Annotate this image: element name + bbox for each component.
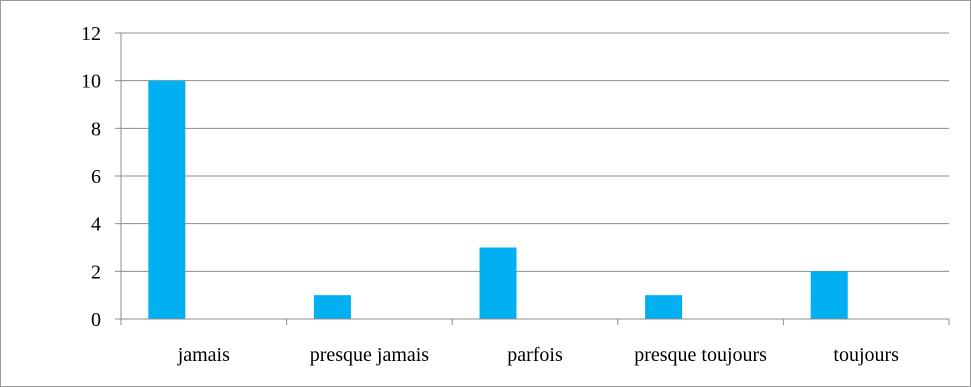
x-tick-label: toujours bbox=[833, 344, 899, 366]
y-tick-label: 10 bbox=[81, 71, 101, 93]
gridlines bbox=[121, 32, 949, 272]
y-tick-label: 4 bbox=[91, 214, 101, 236]
y-tick-labels: 0 2 4 6 8 10 12 bbox=[81, 23, 101, 331]
x-tick-label: presque toujours bbox=[634, 344, 767, 366]
x-tick-label: jamais bbox=[177, 344, 230, 366]
y-tick-label: 0 bbox=[91, 309, 101, 331]
x-tick-labels: jamais presque jamais parfois presque toujo… bbox=[177, 344, 900, 366]
y-tick-label: 2 bbox=[91, 261, 101, 283]
x-tick-label: presque jamais bbox=[310, 344, 430, 366]
bars bbox=[148, 80, 848, 320]
axes bbox=[115, 32, 950, 325]
y-tick-label: 8 bbox=[91, 118, 101, 140]
bar-toujours bbox=[810, 271, 848, 319]
x-tick-label: parfois bbox=[507, 344, 563, 366]
bar-parfois bbox=[479, 247, 517, 319]
y-tick-label: 6 bbox=[91, 166, 101, 188]
bar-presque-jamais bbox=[313, 295, 351, 319]
bar-presque-toujours bbox=[645, 295, 683, 319]
y-tick-label: 12 bbox=[81, 23, 101, 45]
bar-jamais bbox=[148, 80, 186, 320]
